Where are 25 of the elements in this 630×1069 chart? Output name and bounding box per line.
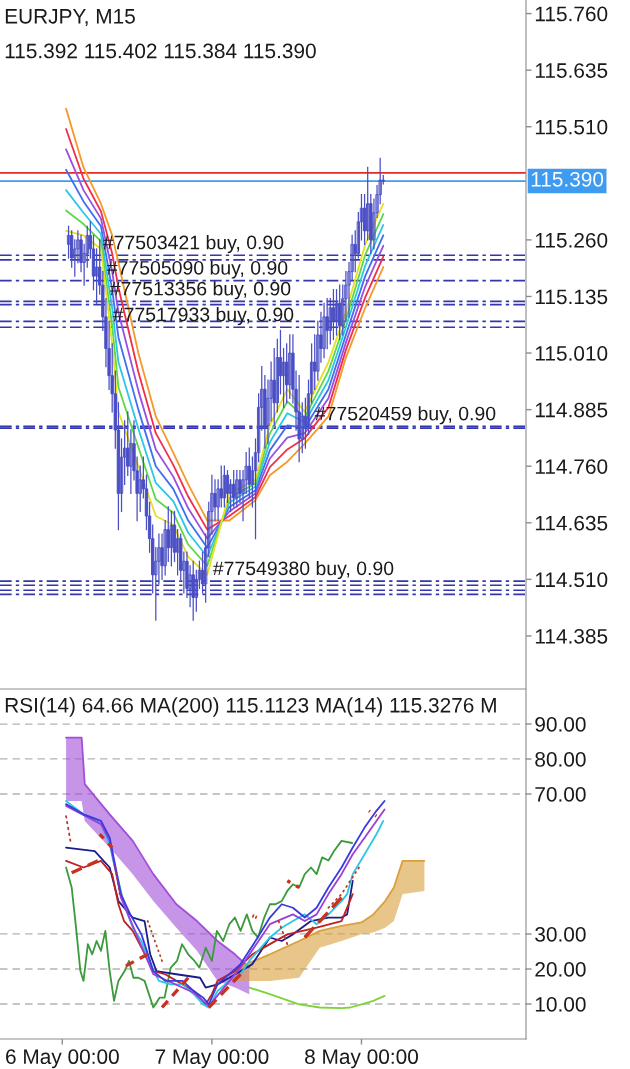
- y-tick-label: 80.00: [535, 752, 586, 767]
- y-tick-label: 115.760: [535, 6, 608, 22]
- y-tick-label: 115.635: [535, 63, 608, 78]
- y-tick-label: 70.00: [535, 787, 586, 802]
- x-tick-label: 8 May 00:00: [305, 1049, 418, 1069]
- chart-title: EURJPY, M15: [5, 9, 135, 27]
- y-tick-label: 114.385: [535, 628, 608, 644]
- ref-line-label: 115.390: [531, 171, 604, 187]
- ref-line-label: #77549380 buy, 0.90: [212, 560, 394, 580]
- text: 115.392 115.402 115.384 115.390: [5, 43, 316, 59]
- y-tick-label: 114.510: [535, 572, 608, 588]
- y-tick-label: 114.635: [535, 515, 608, 531]
- x-tick-label: 7 May 00:00: [155, 1049, 269, 1069]
- x-tick-label: 6 May 00:00: [6, 1049, 119, 1069]
- y-tick-label: 115.135: [535, 289, 608, 305]
- y-tick-label: 20.00: [535, 962, 586, 977]
- y-tick-label: 115.010: [535, 346, 608, 361]
- y-tick-label: 114.760: [535, 459, 608, 474]
- y-tick-label: 115.510: [535, 119, 608, 135]
- y-tick-label: 114.885: [535, 402, 608, 418]
- y-tick-label: 90.00: [535, 717, 586, 732]
- chart-title: RSI(14) 64.66 MA(200) 115.1123 MA(14) 115.3276 M: [5, 697, 496, 717]
- y-tick-label: 10.00: [535, 997, 586, 1012]
- y-tick-label: 115.260: [535, 232, 608, 248]
- y-tick-label: 30.00: [535, 927, 586, 942]
